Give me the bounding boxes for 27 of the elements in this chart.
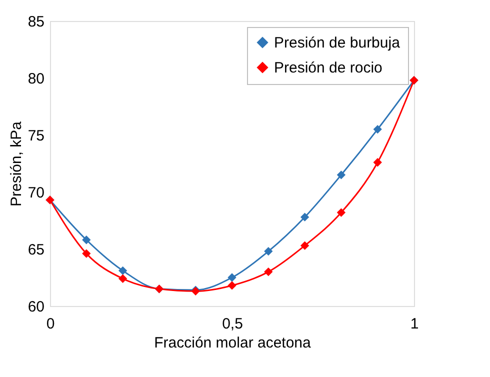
point [228, 273, 236, 282]
legend-label: Presión de burbuja [274, 34, 401, 52]
point [118, 266, 128, 275]
point [300, 241, 310, 250]
y-tick-label: 60 [28, 298, 44, 316]
x-tick-label: 0 [46, 316, 55, 332]
x-tick-label: 1 [410, 316, 419, 332]
point [300, 212, 310, 222]
x-tick-label: 0,5 [222, 316, 243, 332]
point [228, 281, 236, 290]
y-tick-label: 75 [28, 128, 44, 144]
y-axis-title: Presión, kPa [8, 120, 25, 207]
y-tick-label: 65 [28, 242, 44, 258]
point [264, 267, 273, 276]
point [264, 246, 273, 256]
point [82, 236, 91, 244]
y-tick-label: 85 [28, 14, 44, 30]
y-tick-label: 80 [28, 70, 44, 88]
point [118, 274, 128, 283]
point [336, 208, 346, 217]
point [336, 170, 346, 180]
legend-label: Presión de rocio [274, 60, 382, 76]
y-tick-label: 70 [28, 184, 44, 202]
point [373, 124, 382, 134]
x-axis-title: Fracción molar acetona [154, 334, 312, 352]
point [82, 249, 91, 258]
point [373, 158, 382, 167]
